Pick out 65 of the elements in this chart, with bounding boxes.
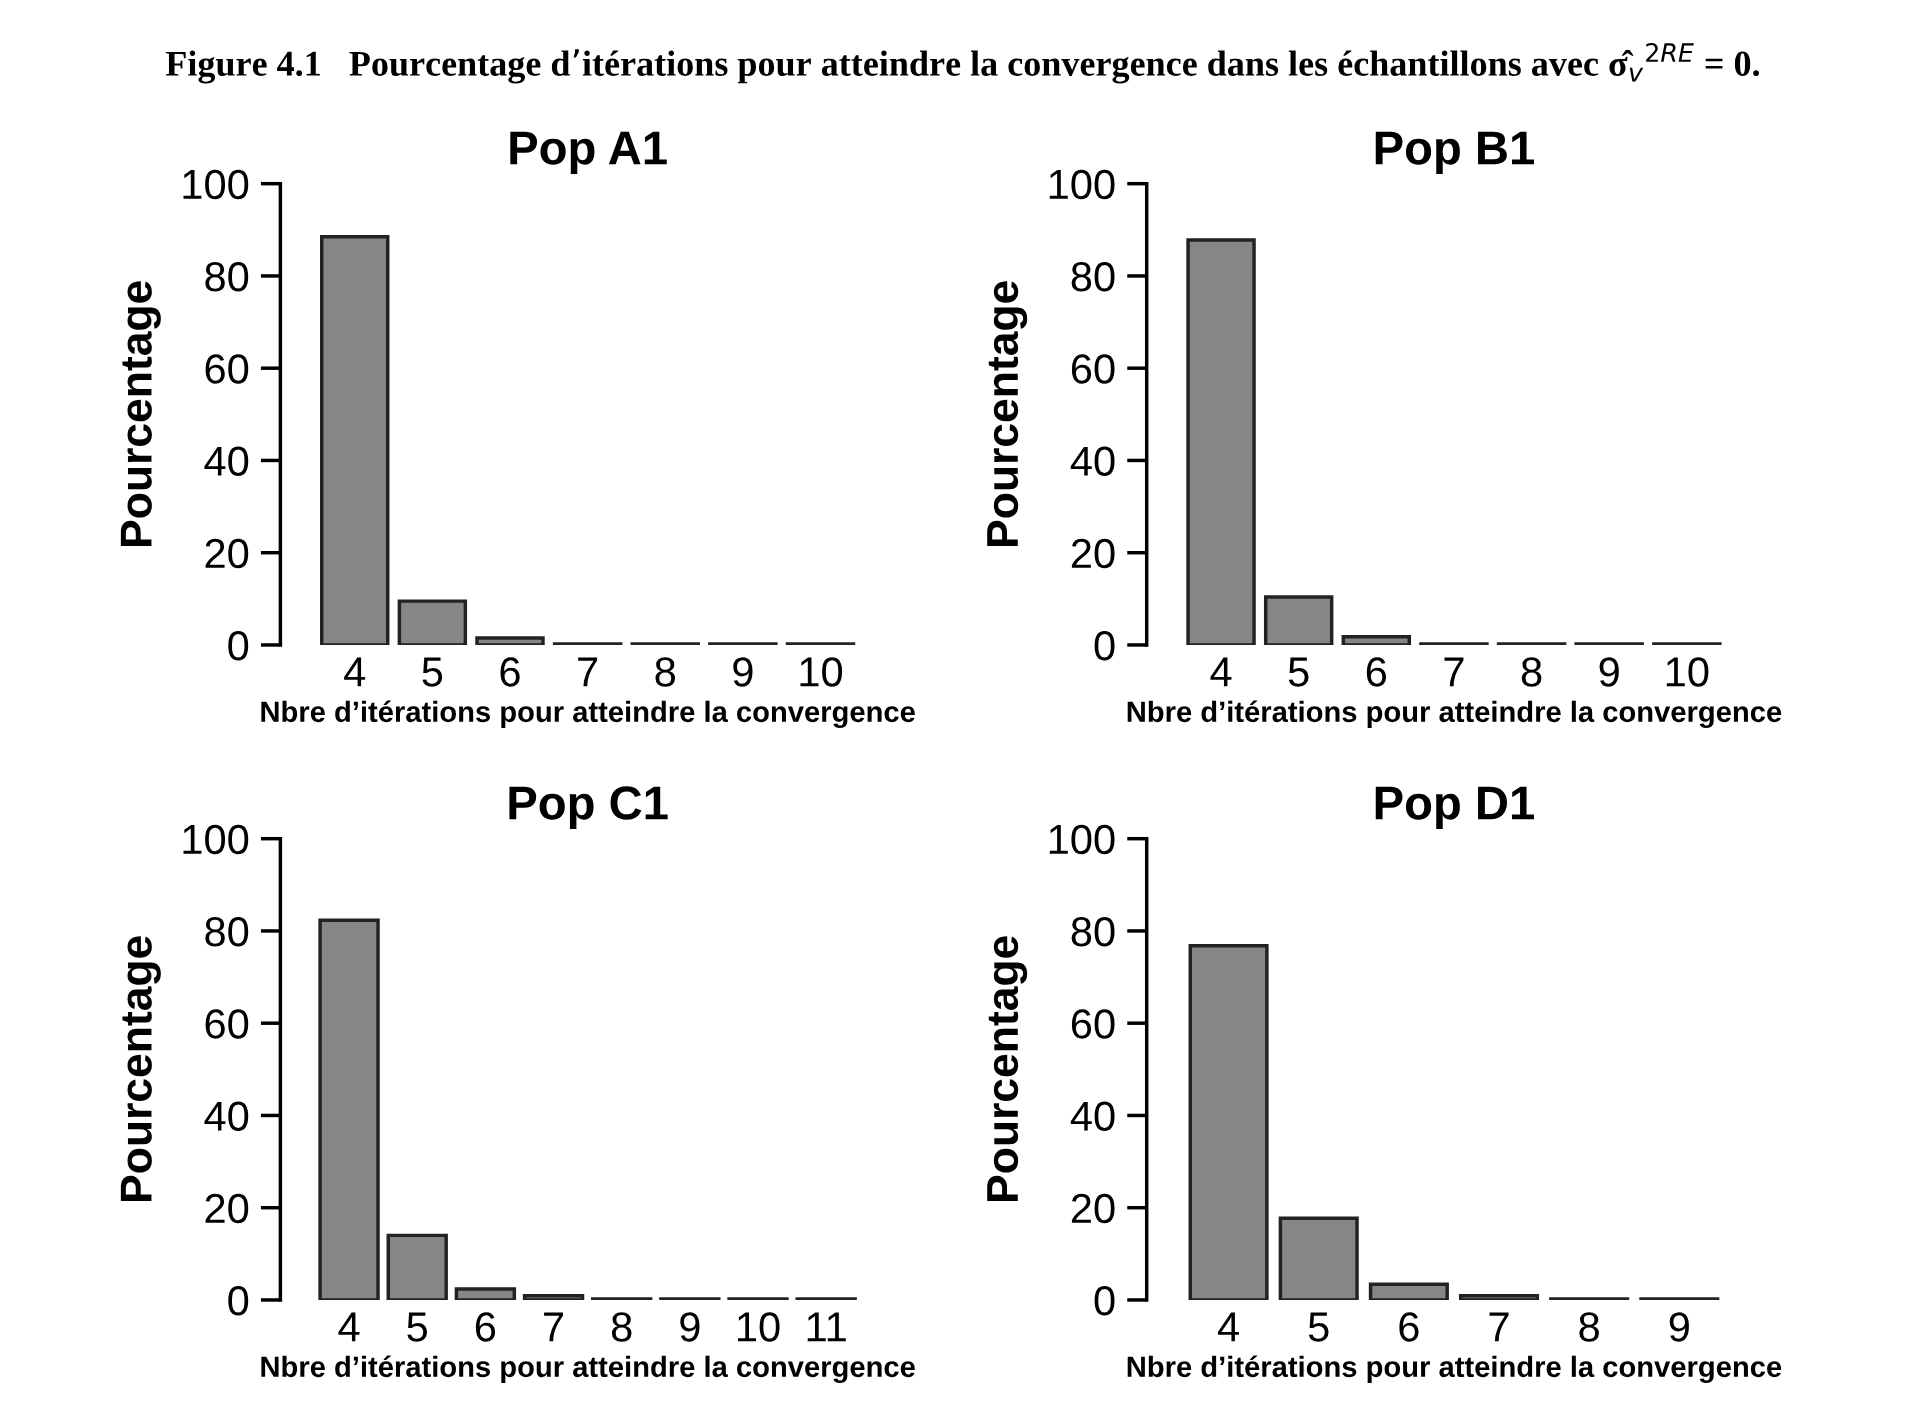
x-tick-label: 8 xyxy=(611,1312,632,1342)
y-tick-label: 60 xyxy=(205,1009,249,1039)
x-tick-label: 7 xyxy=(544,1312,564,1342)
y-tick-label: 60 xyxy=(1071,354,1115,384)
x-tick-label: 7 xyxy=(1444,657,1464,687)
y-tick-label: 100 xyxy=(1049,169,1115,200)
x-tick-label: 8 xyxy=(1521,657,1542,687)
y-tick-label: 80 xyxy=(1071,261,1115,292)
x-tick-label: 6 xyxy=(1366,657,1387,687)
y-tick-label: 0 xyxy=(228,1285,249,1316)
x-axis-title: Nbre d’itérations pour atteindre la convergence xyxy=(1127,1355,1782,1384)
x-tick-label: 6 xyxy=(500,657,520,687)
y-tick-label: 20 xyxy=(1071,538,1115,569)
y-tick-label: 40 xyxy=(1070,1101,1115,1131)
y-tick-label: 20 xyxy=(1071,1193,1115,1224)
y-tick-label: 80 xyxy=(1071,916,1115,947)
x-tick-label: 5 xyxy=(422,657,443,687)
x-tick-label: 9 xyxy=(1669,1312,1689,1342)
x-tick-label: 9 xyxy=(680,1312,700,1342)
y-tick-label: 80 xyxy=(205,916,249,947)
y-tick-label: 40 xyxy=(204,1101,249,1131)
x-tick-label: 7 xyxy=(1489,1312,1509,1342)
x-axis-title: Nbre d’itérations pour atteindre la convergence xyxy=(261,700,915,729)
x-axis-title: Nbre d’itérations pour atteindre la convergence xyxy=(261,1355,915,1384)
x-tick-label: 10 xyxy=(800,657,843,687)
y-tick-label: 0 xyxy=(228,630,249,661)
y-axis-title: Pourcentage xyxy=(120,936,161,1201)
y-tick-label: 0 xyxy=(1094,630,1115,661)
chart-title: Pop B1 xyxy=(1375,131,1534,175)
x-tick-label: 9 xyxy=(733,657,753,687)
chart-title: Pop A1 xyxy=(510,131,667,175)
chart-title: Pop C1 xyxy=(509,786,668,830)
x-tick-label: 5 xyxy=(1308,1312,1329,1342)
y-tick-label: 40 xyxy=(204,446,249,476)
y-tick-label: 60 xyxy=(1071,1009,1115,1039)
x-tick-label: 7 xyxy=(578,657,598,687)
y-tick-label: 0 xyxy=(1094,1285,1115,1316)
y-axis-title: Pourcentage xyxy=(987,936,1028,1201)
x-tick-label: 8 xyxy=(1579,1312,1599,1342)
caption: Figure 4.1 Pourcentage d’itérations pour atteindre la convergence dans les échantillons avec σ̂$_{v}$$^{2RE}$ = 0. xyxy=(165,43,1760,84)
x-tick-label: 6 xyxy=(1399,1312,1419,1342)
x-axis-title: Nbre d’itérations pour atteindre la convergence xyxy=(1127,700,1782,729)
x-tick-label: 6 xyxy=(475,1312,496,1342)
y-axis-title: Pourcentage xyxy=(987,281,1028,546)
x-tick-label: 4 xyxy=(1210,657,1232,687)
x-tick-label: 4 xyxy=(1217,1312,1239,1342)
y-tick-label: 80 xyxy=(205,261,249,292)
y-tick-label: 40 xyxy=(1070,446,1115,476)
y-tick-label: 60 xyxy=(205,354,249,384)
y-tick-label: 20 xyxy=(205,1193,249,1224)
y-tick-label: 20 xyxy=(205,538,249,569)
x-tick-label: 4 xyxy=(338,1312,360,1342)
x-tick-label: 8 xyxy=(655,657,676,687)
x-tick-label: 10 xyxy=(738,1312,780,1342)
y-axis-title: Pourcentage xyxy=(120,281,161,546)
y-tick-label: 100 xyxy=(183,169,249,200)
x-tick-label: 4 xyxy=(344,657,366,687)
x-tick-label: 11 xyxy=(807,1312,846,1342)
chart-title: Pop D1 xyxy=(1375,786,1534,830)
y-tick-label: 100 xyxy=(183,824,249,855)
x-tick-label: 5 xyxy=(1288,657,1309,687)
x-tick-label: 5 xyxy=(407,1312,428,1342)
x-tick-label: 9 xyxy=(1599,657,1619,687)
x-tick-label: 10 xyxy=(1666,657,1709,687)
y-tick-label: 100 xyxy=(1049,824,1115,855)
